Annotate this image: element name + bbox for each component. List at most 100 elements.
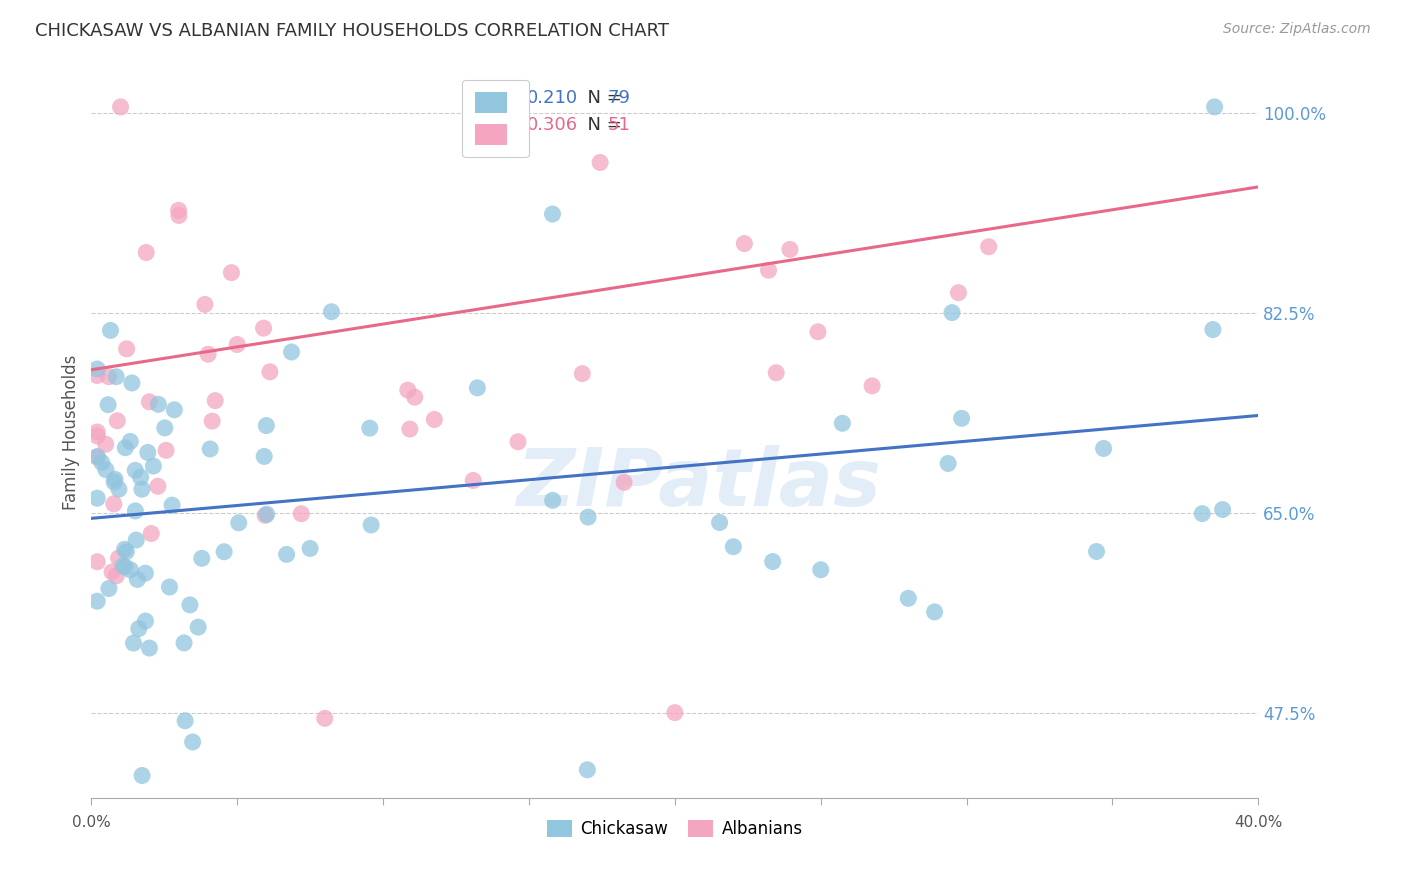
Point	[110, 100, 132, 114]
Point	[108, 482, 131, 496]
Point	[134, 614, 156, 628]
Point	[120, 434, 142, 449]
Point	[131, 768, 153, 782]
Point	[167, 203, 190, 218]
Point	[115, 544, 138, 558]
Point	[134, 566, 156, 581]
Point	[124, 463, 146, 477]
Point	[101, 565, 124, 579]
Point	[404, 390, 426, 404]
Point	[115, 342, 138, 356]
Point	[114, 441, 136, 455]
Point	[138, 394, 160, 409]
Point	[107, 551, 129, 566]
Text: 0.0%: 0.0%	[72, 815, 111, 830]
Point	[136, 445, 159, 459]
Point	[941, 305, 963, 319]
Point	[131, 482, 153, 496]
Point	[807, 325, 830, 339]
Point	[924, 605, 946, 619]
Point	[127, 573, 149, 587]
Point	[191, 551, 214, 566]
Point	[114, 560, 136, 574]
Point	[167, 209, 190, 223]
Point	[831, 417, 853, 431]
Point	[810, 563, 832, 577]
Point	[463, 474, 485, 488]
Point	[103, 497, 125, 511]
Point	[129, 470, 152, 484]
Point	[253, 450, 276, 464]
Point	[589, 155, 612, 169]
Point	[86, 491, 108, 506]
Point	[141, 526, 163, 541]
Point	[950, 411, 973, 425]
Point	[758, 263, 780, 277]
Point	[94, 463, 117, 477]
Point	[173, 636, 195, 650]
Point	[187, 620, 209, 634]
Point	[314, 711, 336, 725]
Point	[138, 641, 160, 656]
Point	[174, 714, 197, 728]
Point	[252, 321, 274, 335]
Point	[613, 475, 636, 490]
Point	[1202, 322, 1225, 336]
Point	[103, 475, 125, 489]
Point	[936, 457, 959, 471]
Point	[153, 421, 176, 435]
Text: R =: R =	[494, 117, 533, 135]
Point	[94, 437, 117, 451]
Point	[148, 397, 170, 411]
Point	[128, 622, 150, 636]
Text: 79: 79	[607, 89, 630, 107]
Point	[86, 594, 108, 608]
Point	[1204, 100, 1226, 114]
Point	[1085, 544, 1108, 558]
Point	[163, 402, 186, 417]
Point	[100, 323, 122, 337]
Point	[948, 285, 970, 300]
Text: 40.0%: 40.0%	[1234, 815, 1282, 830]
Text: 0.306: 0.306	[527, 117, 578, 135]
Point	[321, 305, 343, 319]
Text: N =: N =	[575, 117, 627, 135]
Point	[155, 443, 177, 458]
Point	[105, 414, 128, 428]
Point	[489, 100, 512, 114]
Point	[576, 763, 599, 777]
Point	[860, 379, 883, 393]
Point	[135, 245, 157, 260]
Point	[765, 366, 787, 380]
Point	[228, 516, 250, 530]
Point	[709, 516, 731, 530]
Text: 0.210: 0.210	[527, 89, 578, 107]
Point	[762, 555, 785, 569]
Point	[226, 337, 249, 351]
Point	[125, 533, 148, 547]
Point	[467, 381, 489, 395]
Point	[977, 240, 1000, 254]
Point	[221, 266, 243, 280]
Point	[159, 580, 181, 594]
Point	[541, 493, 564, 508]
Point	[541, 207, 564, 221]
Point	[86, 362, 108, 376]
Point	[179, 598, 201, 612]
Point	[664, 706, 686, 720]
Point	[1191, 507, 1213, 521]
Point	[112, 558, 135, 573]
Point	[897, 591, 920, 606]
Point	[201, 414, 224, 428]
Point	[104, 472, 127, 486]
Point	[506, 434, 529, 449]
Point	[256, 508, 278, 522]
Text: R =: R =	[494, 89, 533, 107]
Text: 51: 51	[607, 117, 630, 135]
Point	[194, 297, 217, 311]
Point	[254, 508, 277, 523]
Point	[1092, 442, 1115, 456]
Point	[779, 243, 801, 257]
Point	[160, 498, 183, 512]
Point	[359, 421, 381, 435]
